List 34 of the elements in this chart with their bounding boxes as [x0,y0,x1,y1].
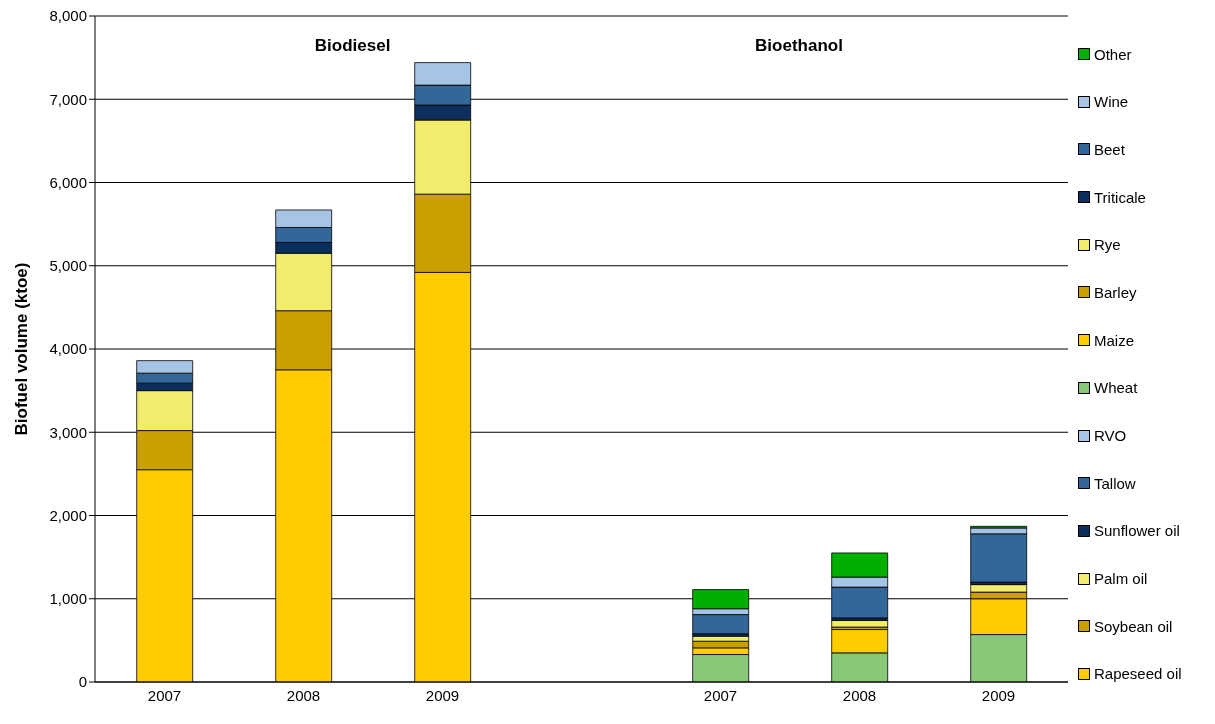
y-tick-label: 0 [78,673,87,691]
y-tick-label: 3,000 [49,423,87,441]
legend-label: Palm oil [1094,570,1148,588]
legend-label: Wheat [1094,379,1138,397]
y-tick-label: 5,000 [49,257,87,275]
y-tick-label: 2,000 [49,506,87,524]
legend-label: Soybean oil [1094,617,1173,635]
x-tick-label: 2009 [981,686,1016,704]
x-tick-label: 2008 [286,686,321,704]
x-tick-label: 2007 [147,686,182,704]
y-tick-label: 1,000 [49,590,87,608]
annotation: Biodiesel [313,36,392,56]
bar [831,620,889,628]
legend-label: Tallow [1094,474,1136,492]
legend-label: Barley [1094,283,1137,301]
legend-label: Rapeseed oil [1094,665,1182,683]
y-tick-label: 8,000 [49,7,87,25]
y-tick-label: 6,000 [49,173,87,191]
annotation: Bioethanol [754,36,844,56]
legend-label: Maize [1094,331,1135,349]
x-tick-label: 2007 [703,686,738,704]
x-tick-label: 2009 [425,686,460,704]
legend-label: Sunflower oil [1094,522,1180,540]
legend-label: Triticale [1094,188,1146,206]
y-tick-label: 4,000 [49,340,87,358]
legend-label: Beet [1094,140,1125,158]
legend-label: Other [1094,45,1132,63]
legend-label: RVO [1094,427,1127,445]
y-axis-title: Biofuel volume (ktoe) [12,262,32,436]
legend-label: Wine [1094,93,1129,111]
y-tick-label: 7,000 [49,90,87,108]
legend-label: Rye [1094,236,1121,254]
bar [970,533,1028,583]
x-tick-label: 2008 [842,686,877,704]
